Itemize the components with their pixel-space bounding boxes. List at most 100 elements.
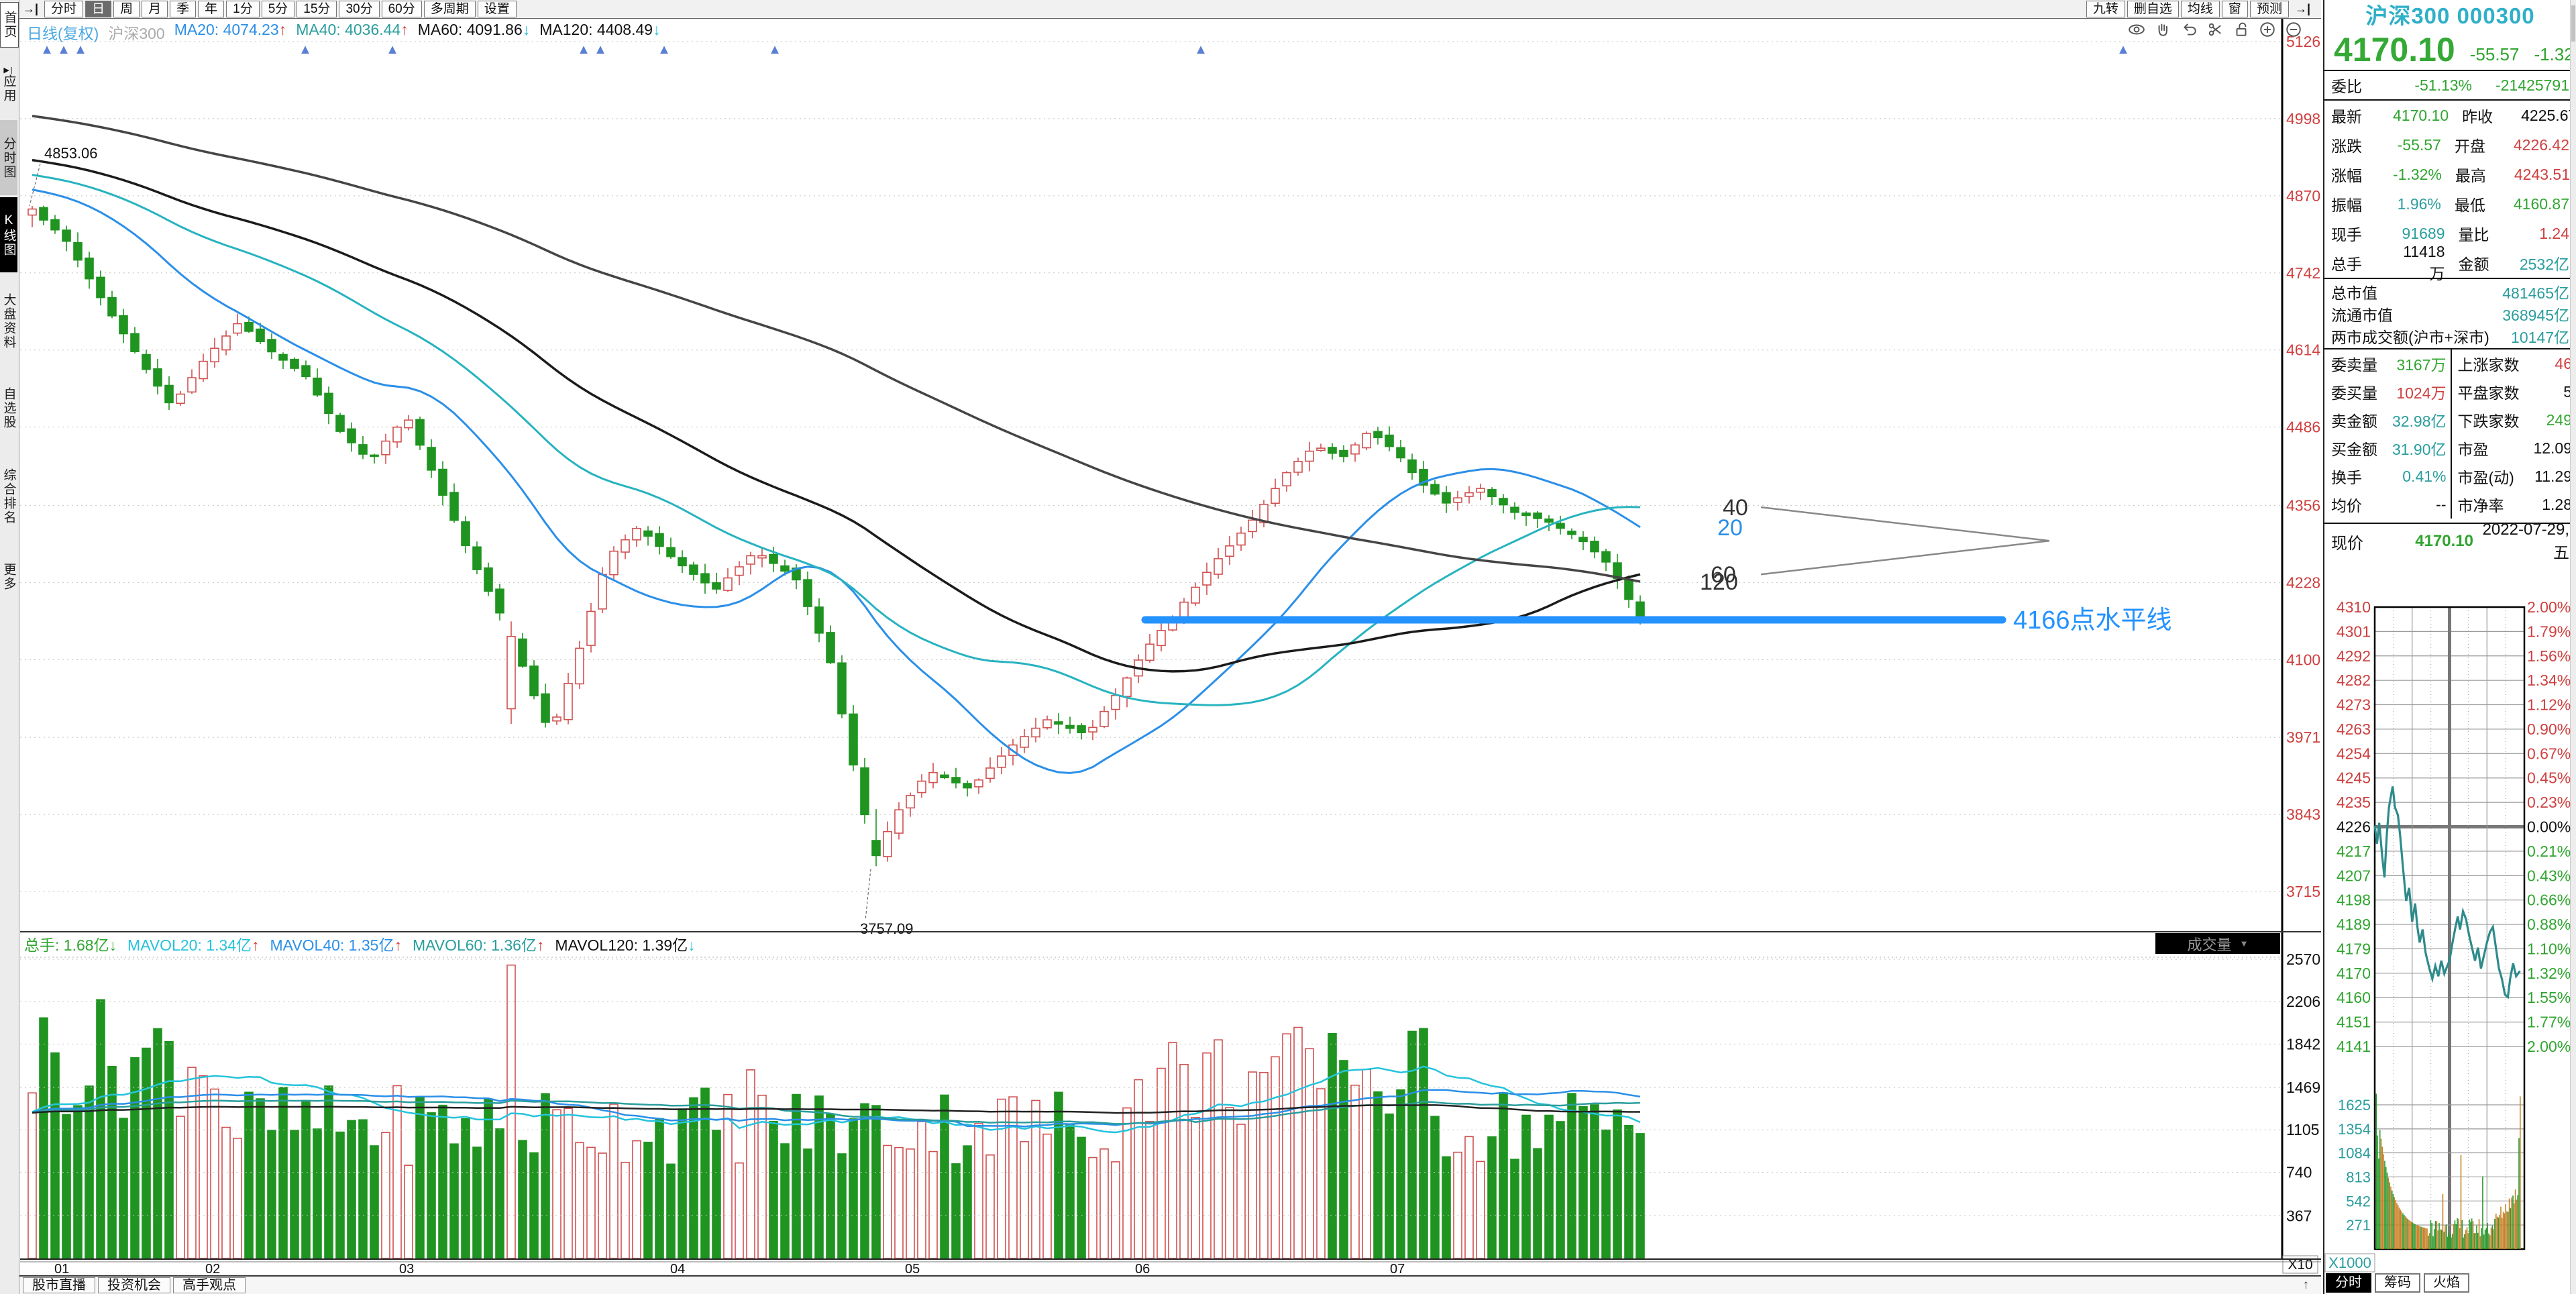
svg-text:1.79%: 1.79% bbox=[2527, 623, 2571, 640]
toolbar-button-5[interactable]: 年 bbox=[198, 1, 225, 17]
svg-text:4310: 4310 bbox=[2337, 599, 2371, 616]
svg-text:4853.06: 4853.06 bbox=[44, 145, 98, 162]
mini-chart-tabs: 分时 筹码 火焰 bbox=[2326, 1273, 2469, 1293]
sidebar-item-0[interactable]: 首页 bbox=[0, 2, 19, 48]
quote-value: 3167万 bbox=[2396, 356, 2447, 374]
sidebar-item-1[interactable]: ▶| 应用 bbox=[0, 50, 17, 118]
svg-text:4301: 4301 bbox=[2337, 623, 2371, 640]
sidebar-item-label: 综合排名 bbox=[1, 468, 16, 525]
now-value: 4170.10 bbox=[2415, 532, 2473, 550]
hand-icon[interactable] bbox=[2154, 21, 2171, 42]
unlock-icon[interactable] bbox=[2233, 21, 2250, 42]
toolbar-button-4[interactable]: 季 bbox=[170, 1, 197, 17]
sidebar-item-label: 更多 bbox=[1, 563, 16, 591]
zoom-in-icon[interactable] bbox=[2259, 21, 2276, 42]
stat-row-3: 买金额 31.90亿 市盈 12.09 bbox=[2324, 434, 2576, 462]
svg-text:1.12%: 1.12% bbox=[2527, 696, 2571, 714]
quote-label: 总手 bbox=[2331, 256, 2362, 273]
svg-text:4228: 4228 bbox=[2286, 574, 2320, 591]
undo-icon[interactable] bbox=[2180, 21, 2198, 42]
mini-tab-1[interactable]: 筹码 bbox=[2375, 1273, 2420, 1293]
instrument-title[interactable]: 沪深300 000300 bbox=[2365, 3, 2535, 28]
mavol-arrow-icon: ↓ bbox=[109, 936, 117, 954]
mini-tab-2[interactable]: 火焰 bbox=[2424, 1273, 2469, 1293]
tool-buttons: 九转 删自选 均线窗预测 bbox=[2086, 1, 2289, 17]
svg-text:271: 271 bbox=[2346, 1217, 2371, 1234]
svg-text:▲: ▲ bbox=[57, 42, 70, 57]
quote-label: 金额 bbox=[2458, 256, 2489, 273]
volume-indicator-header: 总手: 1.68亿↓ MAVOL20: 1.34亿↑ MAVOL40: 1.35亿↑… bbox=[24, 934, 696, 954]
toolbar-button-10[interactable]: 60分 bbox=[381, 1, 422, 17]
svg-text:2206: 2206 bbox=[2286, 993, 2320, 1010]
toolbar-button-2[interactable]: 周 bbox=[113, 1, 140, 17]
zoom-out-icon[interactable] bbox=[2285, 21, 2302, 42]
mavol-value-2: MAVOL40: 1.35亿↑ bbox=[270, 932, 402, 955]
eye-icon[interactable] bbox=[2128, 21, 2145, 42]
market-cap-rows: 总市值 481465亿 流通市值 368945亿 两市成交额(沪市+深市) 10147亿 bbox=[2324, 278, 2576, 348]
bottom-tab-1[interactable]: 投资机会 bbox=[98, 1277, 170, 1293]
mini-tab-0[interactable]: 分时 bbox=[2326, 1273, 2371, 1293]
quote-label: 下跌家数 bbox=[2457, 413, 2520, 430]
quote-value: 4243.51 bbox=[2514, 165, 2571, 183]
quote-row-4: 现手 91689 量比 1.24 bbox=[2324, 219, 2576, 248]
svg-text:1105: 1105 bbox=[2286, 1121, 2319, 1138]
toolbar-tool-button-0[interactable]: 九转 bbox=[2086, 1, 2125, 17]
scrollbar-thumb[interactable] bbox=[2571, 5, 2575, 42]
mini-intraday-chart[interactable]: 1625 1354 1084 813 542 271 4310 4301 4292 4282 427… bbox=[2323, 599, 2576, 1275]
bottom-tab-2[interactable]: 高手观点 bbox=[173, 1277, 246, 1293]
toolbar-button-11[interactable]: 多周期 bbox=[423, 1, 476, 17]
quote-value: 2532亿 bbox=[2519, 256, 2569, 273]
svg-text:4870: 4870 bbox=[2286, 187, 2320, 205]
sidebar-item-2[interactable]: 分时图 bbox=[0, 120, 17, 195]
quote-label: 委卖量 bbox=[2331, 356, 2377, 374]
svg-text:60: 60 bbox=[1711, 562, 1736, 588]
toolbar-button-7[interactable]: 5分 bbox=[261, 1, 295, 17]
stat-right: 下跌家数 249 bbox=[2450, 406, 2576, 434]
panel-scrollbar[interactable] bbox=[2570, 0, 2576, 1294]
quote-label: 市盈 bbox=[2457, 441, 2489, 458]
toolbar-button-8[interactable]: 15分 bbox=[297, 1, 337, 17]
ma-value-2: MA60: 4091.86↓ bbox=[418, 21, 531, 38]
ma-indicator-header: 日线(复权) 沪深300 MA20: 4074.23↑ MA40: 4036.44↑ M… bbox=[27, 21, 661, 42]
toolbar-tool-button-2[interactable]: 均线 bbox=[2180, 1, 2220, 17]
sidebar-item-3[interactable]: K线图 bbox=[0, 197, 17, 272]
stat-left: 换手 0.41% bbox=[2324, 462, 2451, 490]
svg-text:▲: ▲ bbox=[386, 42, 399, 57]
svg-text:X1000: X1000 bbox=[2328, 1254, 2371, 1271]
toolbar-tool-button-1[interactable]: 删自选 bbox=[2127, 1, 2179, 17]
quote-label: 市净率 bbox=[2457, 497, 2504, 515]
sidebar-item-7[interactable]: 更多 bbox=[0, 547, 17, 606]
svg-text:0.43%: 0.43% bbox=[2527, 867, 2571, 884]
quote-label: 最低 bbox=[2454, 197, 2485, 214]
sidebar-item-6[interactable]: 综合排名 bbox=[0, 447, 17, 545]
bottom-tab-0[interactable]: 股市直播 bbox=[23, 1277, 95, 1293]
scissors-icon[interactable] bbox=[2206, 21, 2224, 42]
svg-text:4486: 4486 bbox=[2286, 419, 2320, 436]
chart-tool-icons bbox=[2128, 21, 2302, 42]
sidebar-item-5[interactable]: 自选股 bbox=[0, 370, 17, 445]
toolbar-button-9[interactable]: 30分 bbox=[339, 1, 380, 17]
quote-value: 12.09 bbox=[2533, 439, 2572, 457]
toolbar-button-0[interactable]: 分时 bbox=[44, 1, 84, 17]
collapse-right-icon[interactable]: →| bbox=[2294, 2, 2310, 15]
svg-text:4141: 4141 bbox=[2337, 1038, 2371, 1055]
toolbar-button-3[interactable]: 月 bbox=[142, 1, 168, 17]
indicator-selector[interactable]: 成交量 ▼ bbox=[2155, 933, 2280, 954]
toolbar-tool-button-4[interactable]: 预测 bbox=[2249, 1, 2289, 17]
svg-text:X10: X10 bbox=[2288, 1257, 2312, 1273]
svg-text:06: 06 bbox=[1135, 1262, 1150, 1275]
collapse-left-icon[interactable]: →| bbox=[23, 2, 39, 15]
toolbar-tool-button-3[interactable]: 窗 bbox=[2221, 1, 2248, 17]
main-kline-chart[interactable]: 5126499848704742461444864356422841003971… bbox=[19, 18, 2323, 1275]
marketcap-row-2: 两市成交额(沪市+深市) 10147亿 bbox=[2324, 325, 2576, 347]
sidebar-item-4[interactable]: 大盘资料 bbox=[0, 274, 17, 368]
marketcap-row-1: 流通市值 368945亿 bbox=[2324, 303, 2576, 325]
toolbar-button-6[interactable]: 1分 bbox=[226, 1, 260, 17]
toolbar-button-1[interactable]: 日 bbox=[85, 1, 112, 17]
quote-value: 91689 bbox=[2402, 224, 2445, 242]
svg-text:4614: 4614 bbox=[2286, 341, 2320, 359]
quote-label: 开盘 bbox=[2454, 138, 2485, 155]
scroll-up-icon[interactable]: ↑ bbox=[2302, 1278, 2310, 1292]
quote-label: 卖金额 bbox=[2331, 413, 2377, 430]
toolbar-button-12[interactable]: 设置 bbox=[477, 1, 517, 17]
